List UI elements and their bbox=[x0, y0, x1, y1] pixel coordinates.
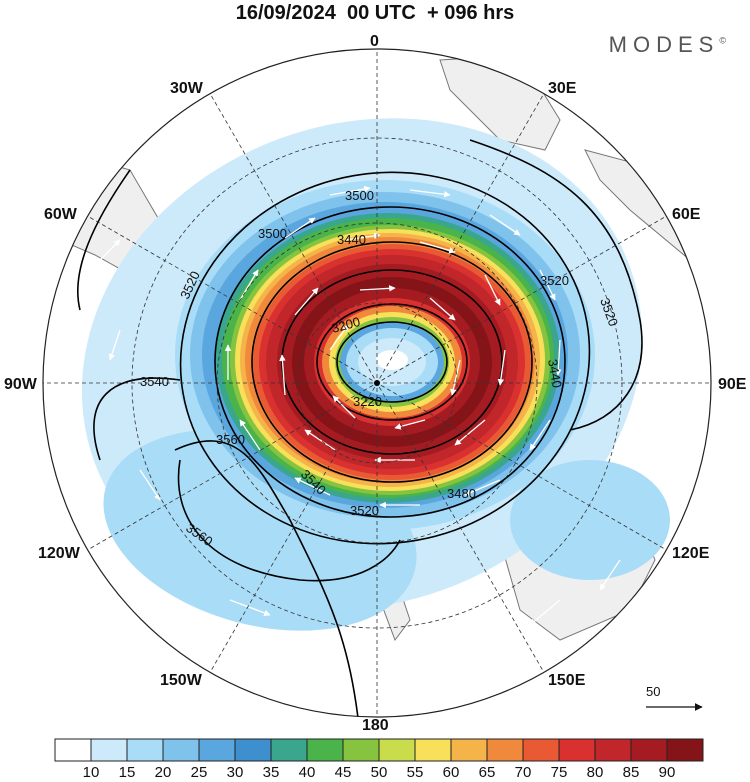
colorbar-tick-label: 35 bbox=[262, 764, 280, 781]
contour-label: 3520 bbox=[540, 273, 569, 288]
lon-label-60w: 60W bbox=[44, 206, 77, 223]
contour-label: 3520 bbox=[350, 503, 379, 518]
colorbar-swatch bbox=[378, 738, 416, 762]
colorbar-swatch bbox=[234, 738, 272, 762]
colorbar-tick-label: 80 bbox=[586, 764, 604, 781]
colorbar-tick-label: 65 bbox=[478, 764, 496, 781]
colorbar-swatch bbox=[630, 738, 668, 762]
modes-logo: MODES© bbox=[608, 32, 726, 57]
lon-label-0: 0 bbox=[370, 33, 379, 50]
contour-label: 3220 bbox=[353, 394, 382, 409]
colorbar-tick-label: 40 bbox=[298, 764, 316, 781]
height-contours bbox=[76, 139, 643, 717]
colorbar-tick-label: 85 bbox=[622, 764, 640, 781]
lon-label-150w: 150W bbox=[160, 672, 202, 689]
reference-vector-label: 50 bbox=[646, 684, 661, 699]
colorbar bbox=[54, 738, 704, 762]
lon-label-30e: 30E bbox=[548, 80, 577, 97]
lon-label-90w: 90W bbox=[4, 376, 37, 393]
colorbar-swatch bbox=[486, 738, 524, 762]
colorbar-tick-label: 20 bbox=[154, 764, 172, 781]
contour-label: 3440 bbox=[337, 232, 366, 247]
colorbar-swatch bbox=[126, 738, 164, 762]
lon-label-60e: 60E bbox=[672, 206, 701, 223]
colorbar-tick-label: 15 bbox=[118, 764, 136, 781]
colorbar-swatch bbox=[90, 738, 128, 762]
colorbar-swatch bbox=[162, 738, 200, 762]
lon-label-90e: 90E bbox=[718, 376, 747, 393]
colorbar-swatch bbox=[270, 738, 308, 762]
lon-label-120w: 120W bbox=[38, 545, 80, 562]
colorbar-tick-label: 30 bbox=[226, 764, 244, 781]
colorbar-swatch bbox=[414, 738, 452, 762]
colorbar-tick-label: 50 bbox=[370, 764, 388, 781]
colorbar-swatch bbox=[594, 738, 632, 762]
colorbar-tick-label: 25 bbox=[190, 764, 208, 781]
contour-label: 3480 bbox=[447, 486, 476, 501]
colorbar-tick-label: 45 bbox=[334, 764, 352, 781]
colorbar-swatch bbox=[666, 738, 704, 762]
colorbar-tick-label: 90 bbox=[658, 764, 676, 781]
wind-vectors bbox=[99, 185, 661, 626]
colorbar-swatch bbox=[198, 738, 236, 762]
lon-label-30w: 30W bbox=[170, 80, 203, 97]
contour-label: 3500 bbox=[345, 188, 374, 203]
contour-label: 3200 bbox=[330, 314, 362, 336]
lon-label-120e: 120E bbox=[672, 545, 710, 562]
polar-map: 3500 3440 3520 3520 3500 3540 3560 3540 … bbox=[42, 48, 712, 718]
colorbar-swatch bbox=[558, 738, 596, 762]
colorbar-tick-label: 70 bbox=[514, 764, 532, 781]
lon-label-180: 180 bbox=[362, 717, 389, 734]
map-title: 16/09/2024 00 UTC + 096 hrs bbox=[235, 2, 515, 24]
colorbar-swatch bbox=[342, 738, 380, 762]
colorbar-swatch bbox=[54, 738, 92, 762]
contour-label: 3540 bbox=[140, 374, 169, 389]
contour-label: 3500 bbox=[258, 226, 287, 241]
colorbar-swatch bbox=[450, 738, 488, 762]
contour-label: 3440 bbox=[545, 358, 565, 389]
colorbar-tick-label: 55 bbox=[406, 764, 424, 781]
lon-label-150e: 150E bbox=[548, 672, 586, 689]
contour-label: 3560 bbox=[216, 432, 245, 447]
colorbar-tick-label: 60 bbox=[442, 764, 460, 781]
colorbar-tick-label: 10 bbox=[82, 764, 100, 781]
colorbar-tick-label: 75 bbox=[550, 764, 568, 781]
colorbar-swatch bbox=[522, 738, 560, 762]
colorbar-swatch bbox=[306, 738, 344, 762]
